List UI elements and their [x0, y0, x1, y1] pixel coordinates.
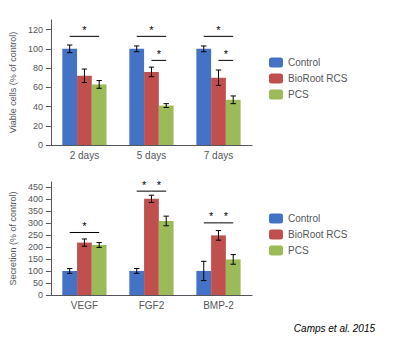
svg-text:100: 100	[28, 266, 43, 276]
svg-text:450: 450	[28, 182, 43, 192]
svg-text:150: 150	[28, 254, 43, 264]
svg-text:5 days: 5 days	[137, 150, 166, 161]
svg-text:40: 40	[33, 102, 43, 112]
svg-text:100: 100	[28, 44, 43, 54]
svg-text:Secretion (% of control): Secretion (% of control)	[8, 191, 18, 285]
svg-text:400: 400	[28, 194, 43, 204]
svg-text:*: *	[82, 24, 87, 36]
svg-text:20: 20	[33, 121, 43, 131]
svg-text:VEGF: VEGF	[71, 300, 98, 311]
svg-text:Viable cells (% of control): Viable cells (% of control)	[8, 32, 18, 133]
svg-text:FGF2: FGF2	[139, 300, 165, 311]
svg-text:*: *	[157, 48, 162, 60]
svg-text:BioRoot RCS: BioRoot RCS	[288, 229, 348, 240]
svg-text:7 days: 7 days	[204, 150, 233, 161]
svg-text:350: 350	[28, 206, 43, 216]
svg-text:80: 80	[33, 63, 43, 73]
svg-text:*: *	[157, 179, 162, 191]
svg-text:*: *	[149, 24, 154, 36]
svg-text:Control: Control	[288, 57, 320, 68]
svg-text:PCS: PCS	[288, 245, 309, 256]
svg-text:250: 250	[28, 230, 43, 240]
svg-text:PCS: PCS	[288, 89, 309, 100]
svg-text:0: 0	[38, 290, 43, 300]
svg-text:*: *	[224, 210, 229, 222]
svg-text:*: *	[82, 220, 87, 232]
svg-text:BioRoot RCS: BioRoot RCS	[288, 73, 348, 84]
svg-text:200: 200	[28, 242, 43, 252]
svg-text:0: 0	[38, 140, 43, 150]
svg-text:Camps et al. 2015: Camps et al. 2015	[294, 323, 376, 334]
svg-text:2 days: 2 days	[70, 150, 99, 161]
svg-text:120: 120	[28, 25, 43, 35]
svg-text:*: *	[209, 210, 214, 222]
svg-text:*: *	[224, 48, 229, 60]
svg-text:Control: Control	[288, 213, 320, 224]
svg-text:300: 300	[28, 218, 43, 228]
svg-text:*: *	[142, 179, 147, 191]
svg-text:60: 60	[33, 82, 43, 92]
svg-text:BMP-2: BMP-2	[203, 300, 234, 311]
svg-text:*: *	[216, 24, 221, 36]
svg-text:50: 50	[33, 278, 43, 288]
